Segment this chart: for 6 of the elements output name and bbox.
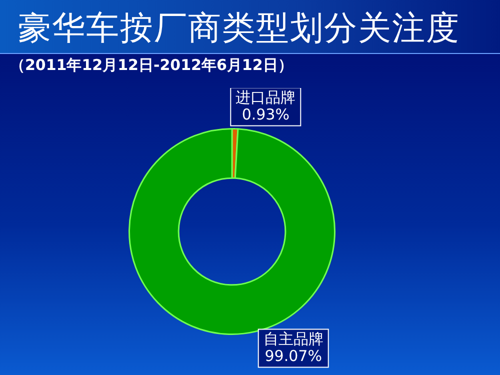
chart-title: 豪华车按厂商类型划分关注度	[18, 7, 460, 49]
chart-subtitle: （2011年12月12日-2012年6月12日）	[10, 56, 293, 75]
slice-label: 进口品牌	[236, 88, 296, 107]
slice-label: 自主品牌	[263, 330, 324, 348]
data-label: 0.93%	[242, 106, 290, 124]
data-label: 99.07%	[264, 347, 322, 366]
